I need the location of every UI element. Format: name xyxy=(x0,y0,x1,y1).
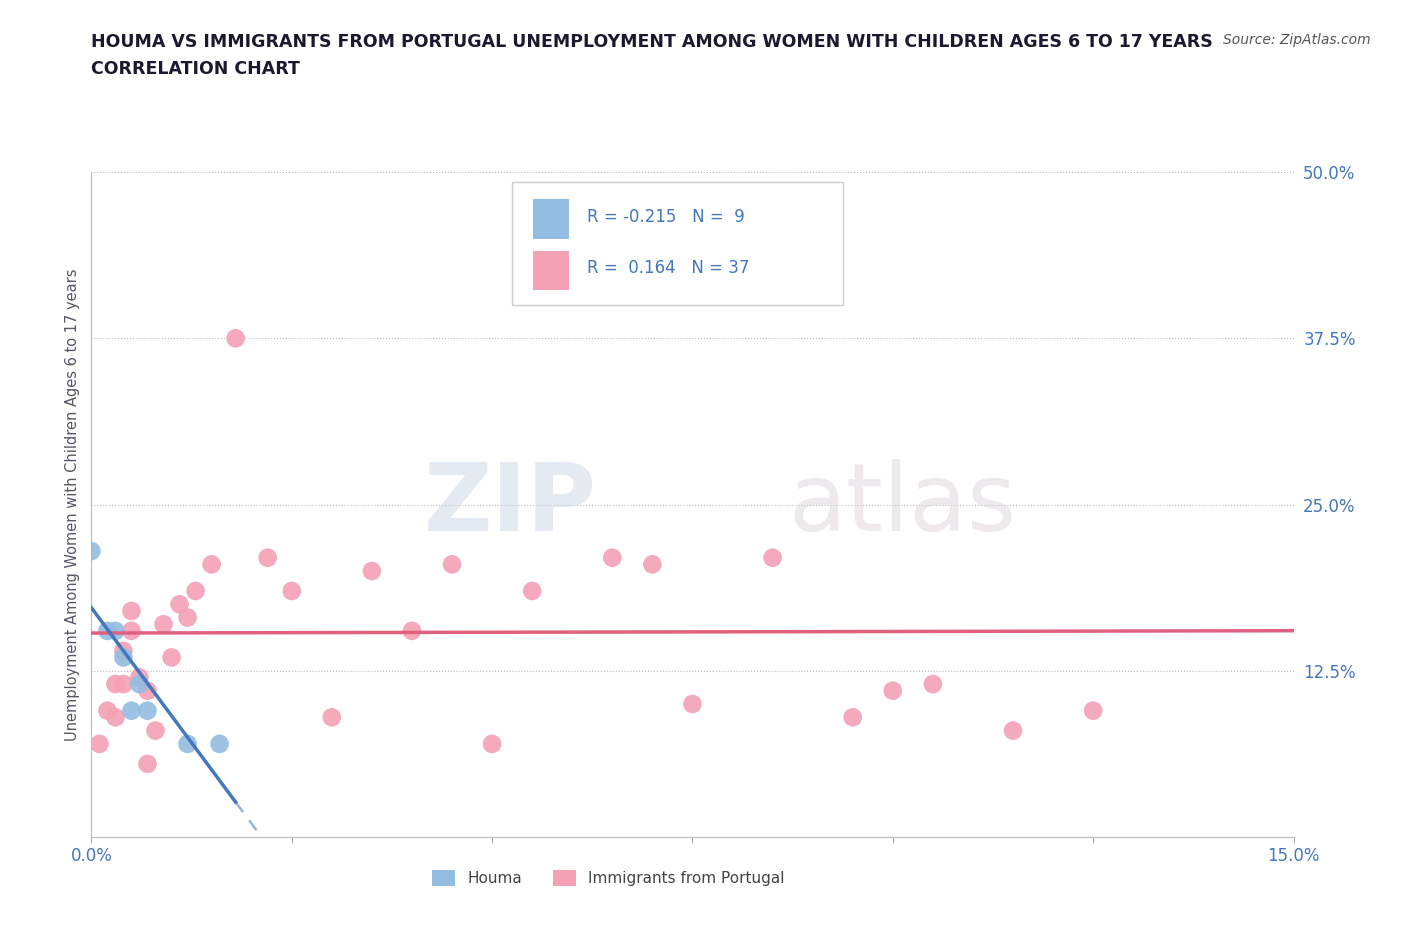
Point xyxy=(96,623,118,638)
Point xyxy=(104,710,127,724)
Text: HOUMA VS IMMIGRANTS FROM PORTUGAL UNEMPLOYMENT AMONG WOMEN WITH CHILDREN AGES 6 : HOUMA VS IMMIGRANTS FROM PORTUGAL UNEMPL… xyxy=(91,33,1213,50)
FancyBboxPatch shape xyxy=(533,199,568,239)
Point xyxy=(882,684,904,698)
Point xyxy=(602,551,624,565)
Point xyxy=(89,737,111,751)
Point xyxy=(401,623,423,638)
Point xyxy=(561,218,583,232)
Point xyxy=(201,557,224,572)
Text: R = -0.215   N =  9: R = -0.215 N = 9 xyxy=(586,208,744,226)
Point xyxy=(281,583,304,598)
Point xyxy=(128,670,150,684)
Point xyxy=(922,677,945,692)
Point xyxy=(522,583,544,598)
Point xyxy=(128,677,150,692)
Text: ZIP: ZIP xyxy=(423,458,596,551)
Point xyxy=(160,650,183,665)
Text: Source: ZipAtlas.com: Source: ZipAtlas.com xyxy=(1223,33,1371,46)
Point xyxy=(96,703,118,718)
Text: R =  0.164   N = 37: R = 0.164 N = 37 xyxy=(586,259,749,277)
Point xyxy=(112,650,135,665)
Point xyxy=(481,737,503,751)
Point xyxy=(208,737,231,751)
Point xyxy=(112,677,135,692)
Point xyxy=(256,551,278,565)
Point xyxy=(136,703,159,718)
Point xyxy=(762,551,785,565)
Point xyxy=(136,684,159,698)
Point xyxy=(681,697,703,711)
Point xyxy=(1083,703,1105,718)
Point xyxy=(136,756,159,771)
FancyBboxPatch shape xyxy=(533,250,568,290)
Point xyxy=(176,610,198,625)
Point xyxy=(321,710,343,724)
Point xyxy=(641,557,664,572)
FancyBboxPatch shape xyxy=(512,182,842,305)
Point xyxy=(145,724,167,738)
Point xyxy=(80,544,103,559)
Point xyxy=(225,331,247,346)
Point xyxy=(176,737,198,751)
Point xyxy=(360,564,382,578)
Point xyxy=(184,583,207,598)
Point xyxy=(104,623,127,638)
Point xyxy=(121,703,143,718)
Point xyxy=(152,617,174,631)
Text: atlas: atlas xyxy=(789,458,1017,551)
Point xyxy=(841,710,863,724)
Point xyxy=(169,597,191,612)
Point xyxy=(121,623,143,638)
Point xyxy=(104,677,127,692)
Y-axis label: Unemployment Among Women with Children Ages 6 to 17 years: Unemployment Among Women with Children A… xyxy=(65,268,80,741)
Text: CORRELATION CHART: CORRELATION CHART xyxy=(91,60,301,78)
Point xyxy=(440,557,463,572)
Point xyxy=(1001,724,1024,738)
Legend: Houma, Immigrants from Portugal: Houma, Immigrants from Portugal xyxy=(426,864,790,893)
Point xyxy=(112,644,135,658)
Point xyxy=(121,604,143,618)
